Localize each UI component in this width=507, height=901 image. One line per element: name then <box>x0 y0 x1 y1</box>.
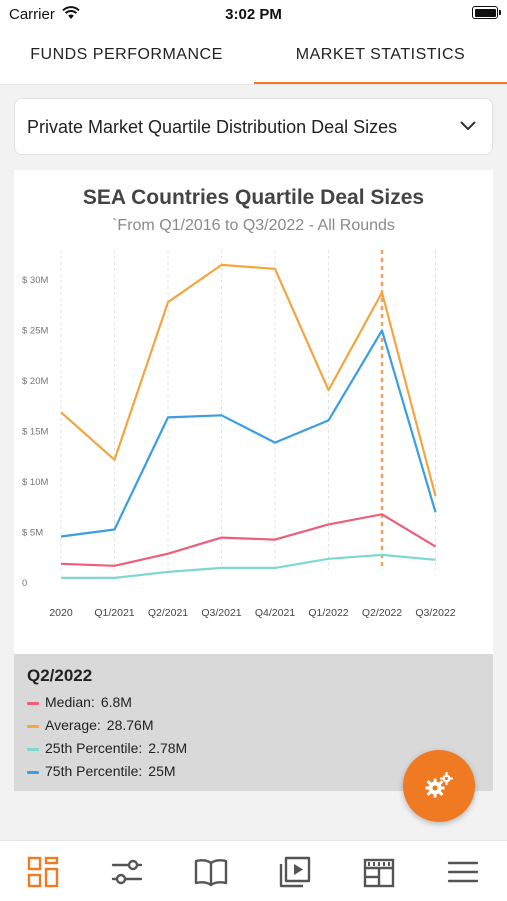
x-tick-label: Q3/2022 <box>415 607 455 619</box>
book-icon <box>194 859 228 887</box>
legend-label: 75th Percentile: <box>45 763 143 779</box>
legend-value: 2.78M <box>148 740 188 756</box>
legend-swatch <box>27 770 39 774</box>
legend-item-25th-percentile: 25th Percentile: 2.78M <box>27 740 187 760</box>
x-tick-label: Q2/2022 <box>362 607 402 619</box>
top-tabbar: FUNDS PERFORMANCE MARKET STATISTICS <box>0 28 507 85</box>
wifi-icon <box>62 6 80 19</box>
status-bar: Carrier 3:02 PM <box>0 0 507 28</box>
nav-filters[interactable] <box>110 855 144 889</box>
x-tick-label: Q4/2021 <box>255 607 295 619</box>
gears-icon <box>425 772 453 798</box>
nav-library[interactable] <box>194 855 228 889</box>
statistic-select-value: Private Market Quartile Distribution Dea… <box>27 117 398 137</box>
chart-card: SEA Countries Quartile Deal Sizes `From … <box>14 170 493 655</box>
y-tick-label: 0 <box>22 578 27 589</box>
y-tick-label: $ 10M <box>22 477 48 488</box>
nav-videos[interactable] <box>278 855 312 889</box>
menu-icon <box>447 861 479 883</box>
nav-menu[interactable] <box>446 855 480 889</box>
legend-panel: Q2/2022 Median: 6.8M Average: 28.76M 25th … <box>14 654 493 791</box>
chart-title: SEA Countries Quartile Deal Sizes <box>82 186 425 209</box>
x-tick-label: Q1/2021 <box>94 607 134 619</box>
legend-label: Median: <box>45 694 95 710</box>
filter-sliders-icon <box>111 859 143 885</box>
legend-label: 25th Percentile: <box>45 740 143 756</box>
y-tick-label: $ 5M <box>22 528 43 539</box>
chart-subtitle: `From Q1/2016 to Q3/2022 - All Rounds <box>112 217 395 234</box>
legend-item-75th-percentile: 75th Percentile: 25M <box>27 763 176 783</box>
legend-value: 28.76M <box>106 717 154 733</box>
x-tick-label: Q2/2021 <box>148 607 188 619</box>
settings-fab-button[interactable] <box>403 750 475 822</box>
x-tick-label: 2020 <box>49 607 73 619</box>
legend-period: Q2/2022 <box>27 666 93 685</box>
legend-value: 6.8M <box>100 694 132 710</box>
nav-dashboard[interactable] <box>26 855 60 889</box>
battery-icon <box>472 6 501 19</box>
legend-label: Average: <box>45 717 101 733</box>
y-tick-label: $ 30M <box>22 275 48 286</box>
x-tick-label: Q1/2022 <box>308 607 348 619</box>
x-tick-label: Q3/2021 <box>201 607 241 619</box>
y-tick-label: $ 25M <box>22 326 48 337</box>
carrier-label: Carrier <box>9 6 55 23</box>
series-line-25th-percentile <box>61 553 436 579</box>
series-line-average <box>60 263 437 497</box>
bottom-navigation <box>0 840 507 901</box>
y-tick-label: $ 15M <box>22 427 48 438</box>
legend-item-median: Median: 6.8M <box>27 694 132 714</box>
legend-value: 25M <box>148 763 176 779</box>
video-library-icon <box>279 856 311 888</box>
calendar-icon <box>363 858 395 888</box>
tab-funds-performance[interactable]: FUNDS PERFORMANCE <box>30 46 223 63</box>
nav-calendar[interactable] <box>362 855 396 889</box>
y-tick-label: $ 20M <box>22 376 48 387</box>
legend-swatch <box>27 747 39 751</box>
line-chart[interactable]: 0 $ 5M $ 10M $ 15M $ 20M $ 25M $ 30M 2020 Q1/202… <box>14 170 493 640</box>
series-line-75th-percentile <box>60 329 437 538</box>
series-line-median <box>60 513 437 567</box>
chevron-down-icon <box>460 121 476 130</box>
legend-item-average: Average: 28.76M <box>27 717 153 737</box>
dashboard-icon <box>27 856 59 888</box>
status-time: 3:02 PM <box>225 6 282 23</box>
legend-swatch <box>27 701 39 705</box>
statistic-select[interactable]: Private Market Quartile Distribution Dea… <box>14 98 493 155</box>
tab-market-statistics[interactable]: MARKET STATISTICS <box>254 28 507 84</box>
legend-swatch <box>27 724 39 728</box>
